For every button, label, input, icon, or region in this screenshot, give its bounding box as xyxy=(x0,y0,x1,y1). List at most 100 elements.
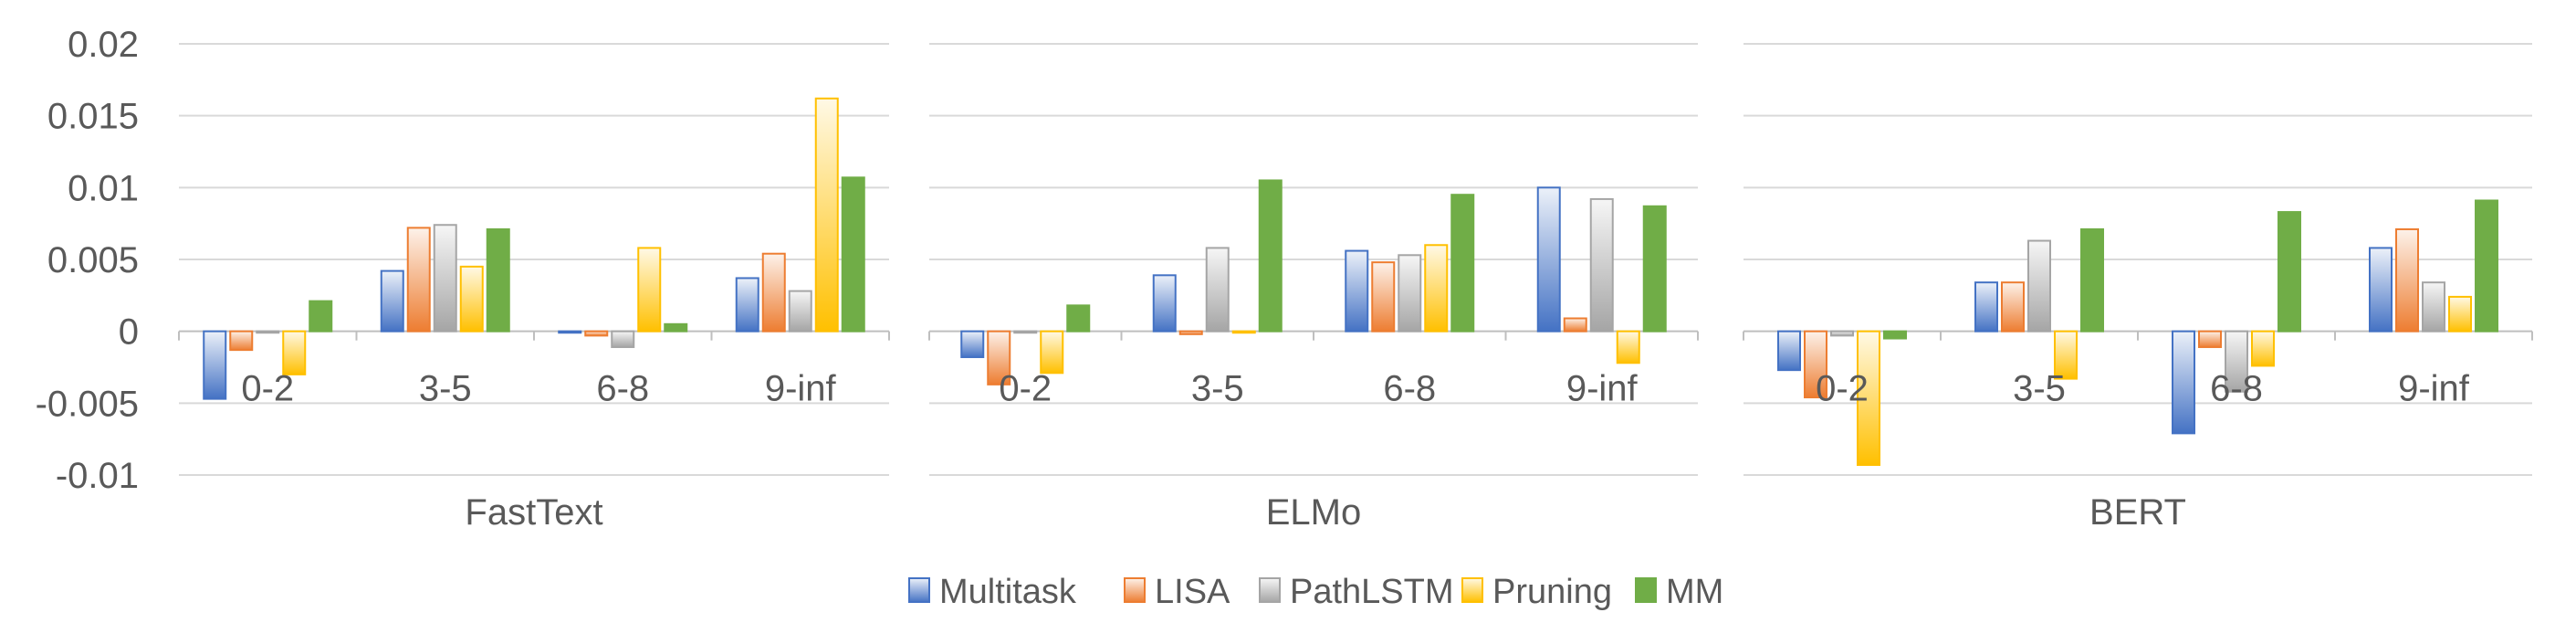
bar-bert-3-5-pruning xyxy=(2054,330,2078,380)
legend-label: MM xyxy=(1666,573,1723,611)
bar-bert-9-inf-pathlstm xyxy=(2422,281,2445,333)
bar-fasttext-0-2-lisa xyxy=(229,330,254,352)
bar-fasttext-6-8-pathlstm xyxy=(611,330,635,348)
y-tick-label: 0 xyxy=(119,312,139,353)
bar-elmo-3-5-mm xyxy=(1258,179,1283,333)
bar-fasttext-3-5-lisa xyxy=(406,227,431,333)
legend-item-pruning: Pruning xyxy=(1461,573,1612,611)
legend-swatch xyxy=(1259,577,1281,603)
legend-swatch xyxy=(1461,577,1483,603)
category-label: 9-inf xyxy=(2398,369,2470,409)
category-label: 0-2 xyxy=(999,369,1052,409)
bar-bert-9-inf-multitask xyxy=(2369,247,2393,333)
bar-bert-3-5-multitask xyxy=(1974,281,1998,333)
legend-item-pathlstm: PathLSTM xyxy=(1259,573,1454,611)
category-label: 0-2 xyxy=(1816,369,1869,409)
y-tick-label: 0.02 xyxy=(68,25,139,65)
bar-fasttext-0-2-mm xyxy=(309,300,333,333)
bar-bert-3-5-pathlstm xyxy=(2027,239,2051,333)
bar-elmo-6-8-mm xyxy=(1450,194,1475,333)
category-label: 0-2 xyxy=(241,369,294,409)
bar-fasttext-6-8-pruning xyxy=(637,247,662,333)
y-tick-label: 0.015 xyxy=(47,97,139,137)
bar-bert-6-8-pathlstm xyxy=(2225,330,2248,393)
bar-elmo-6-8-lisa xyxy=(1371,261,1396,333)
category-label: 3-5 xyxy=(419,369,472,409)
bar-bert-9-inf-pruning xyxy=(2448,295,2472,333)
category-label: 9-inf xyxy=(1566,369,1639,409)
panel-bert: 0-2 3-5 6-8 9-inf BERT xyxy=(1743,199,2533,533)
bar-bert-0-2-multitask xyxy=(1777,330,1801,372)
legend-item-lisa: LISA xyxy=(1124,573,1230,611)
bar-elmo-3-5-pathlstm xyxy=(1205,247,1230,333)
bar-fasttext-9-inf-pathlstm xyxy=(788,290,812,333)
bar-bert-6-8-mm xyxy=(2278,211,2301,333)
bar-fasttext-3-5-multitask xyxy=(380,269,404,333)
legend-swatch xyxy=(1124,577,1146,603)
bar-bert-6-8-multitask xyxy=(2172,330,2195,435)
bar-elmo-0-2-lisa xyxy=(987,330,1011,385)
bar-bert-0-2-pruning xyxy=(1857,330,1880,466)
legend-label: LISA xyxy=(1155,573,1230,611)
legend-label: Multitask xyxy=(939,573,1077,611)
bar-elmo-6-8-pathlstm xyxy=(1398,254,1422,333)
bar-bert-3-5-mm xyxy=(2080,227,2104,333)
bar-elmo-0-2-multitask xyxy=(960,330,985,358)
bar-fasttext-0-2-pruning xyxy=(282,330,307,375)
bar-fasttext-0-2-pathlstm xyxy=(256,330,280,334)
bar-elmo-9-inf-pruning xyxy=(1616,330,1640,364)
legend-swatch xyxy=(908,577,930,603)
legend-item-multitask: Multitask xyxy=(908,573,1077,611)
bar-elmo-9-inf-mm xyxy=(1642,205,1667,333)
category-label: 3-5 xyxy=(2013,369,2066,409)
panel-title: ELMo xyxy=(1266,492,1362,533)
y-axis-ticks: 0.02 0.015 0.01 0.005 0 -0.005 -0.01 xyxy=(36,25,139,496)
bar-fasttext-9-inf-pruning xyxy=(814,97,839,333)
legend: Multitask LISA PathLSTM Pruning MM xyxy=(908,573,1723,611)
category-label: 3-5 xyxy=(1191,369,1244,409)
panel-fasttext: 0-2 3-5 6-8 9-inf FastText xyxy=(178,97,890,533)
legend-label: Pruning xyxy=(1492,573,1612,611)
bar-fasttext-3-5-pruning xyxy=(459,265,484,333)
bar-fasttext-6-8-mm xyxy=(664,322,688,333)
panel-elmo: 0-2 3-5 6-8 9-inf ELMo xyxy=(928,179,1699,533)
y-tick-label: 0.005 xyxy=(47,240,139,280)
bar-elmo-3-5-lisa xyxy=(1178,330,1203,335)
bar-elmo-0-2-pruning xyxy=(1040,330,1064,375)
bar-bert-0-2-lisa xyxy=(1804,330,1827,399)
bar-bert-3-5-lisa xyxy=(2001,281,2025,333)
bar-fasttext-9-inf-multitask xyxy=(735,277,759,333)
y-tick-label: -0.005 xyxy=(36,384,139,424)
y-tick-label: 0.01 xyxy=(68,168,139,208)
bar-fasttext-9-inf-mm xyxy=(841,176,865,333)
bar-elmo-0-2-pathlstm xyxy=(1013,330,1038,334)
panels: 0-2 3-5 6-8 9-inf FastText 0-2 3-5 6-8 9-inf ELMo… xyxy=(178,97,2533,533)
category-label: 9-inf xyxy=(765,369,837,409)
bar-bert-9-inf-lisa xyxy=(2395,227,2419,333)
bar-elmo-6-8-pruning xyxy=(1424,244,1449,333)
bar-elmo-9-inf-lisa xyxy=(1563,317,1587,333)
bar-fasttext-9-inf-lisa xyxy=(761,252,786,333)
bar-fasttext-6-8-multitask xyxy=(558,330,582,334)
bar-elmo-3-5-multitask xyxy=(1152,274,1177,333)
bar-bert-6-8-lisa xyxy=(2198,330,2222,348)
y-tick-label: -0.01 xyxy=(56,456,139,496)
legend-label: PathLSTM xyxy=(1290,573,1454,611)
bar-elmo-0-2-mm xyxy=(1066,304,1091,333)
bar-bert-0-2-mm xyxy=(1883,330,1907,340)
bar-fasttext-3-5-mm xyxy=(486,227,510,333)
bar-fasttext-6-8-lisa xyxy=(584,330,609,337)
bar-fasttext-3-5-pathlstm xyxy=(433,224,457,333)
panel-title: FastText xyxy=(465,492,602,533)
category-label: 6-8 xyxy=(1383,369,1436,409)
bar-bert-9-inf-mm xyxy=(2475,199,2498,333)
bar-bert-0-2-pathlstm xyxy=(1830,330,1854,337)
bar-bert-6-8-pruning xyxy=(2251,330,2275,367)
bar-elmo-9-inf-multitask xyxy=(1536,186,1561,333)
category-label: 6-8 xyxy=(2210,369,2263,409)
bar-elmo-3-5-pruning xyxy=(1231,330,1256,334)
panel-title: BERT xyxy=(2089,492,2186,533)
bar-fasttext-0-2-multitask xyxy=(203,330,227,400)
bar-elmo-9-inf-pathlstm xyxy=(1589,197,1614,333)
